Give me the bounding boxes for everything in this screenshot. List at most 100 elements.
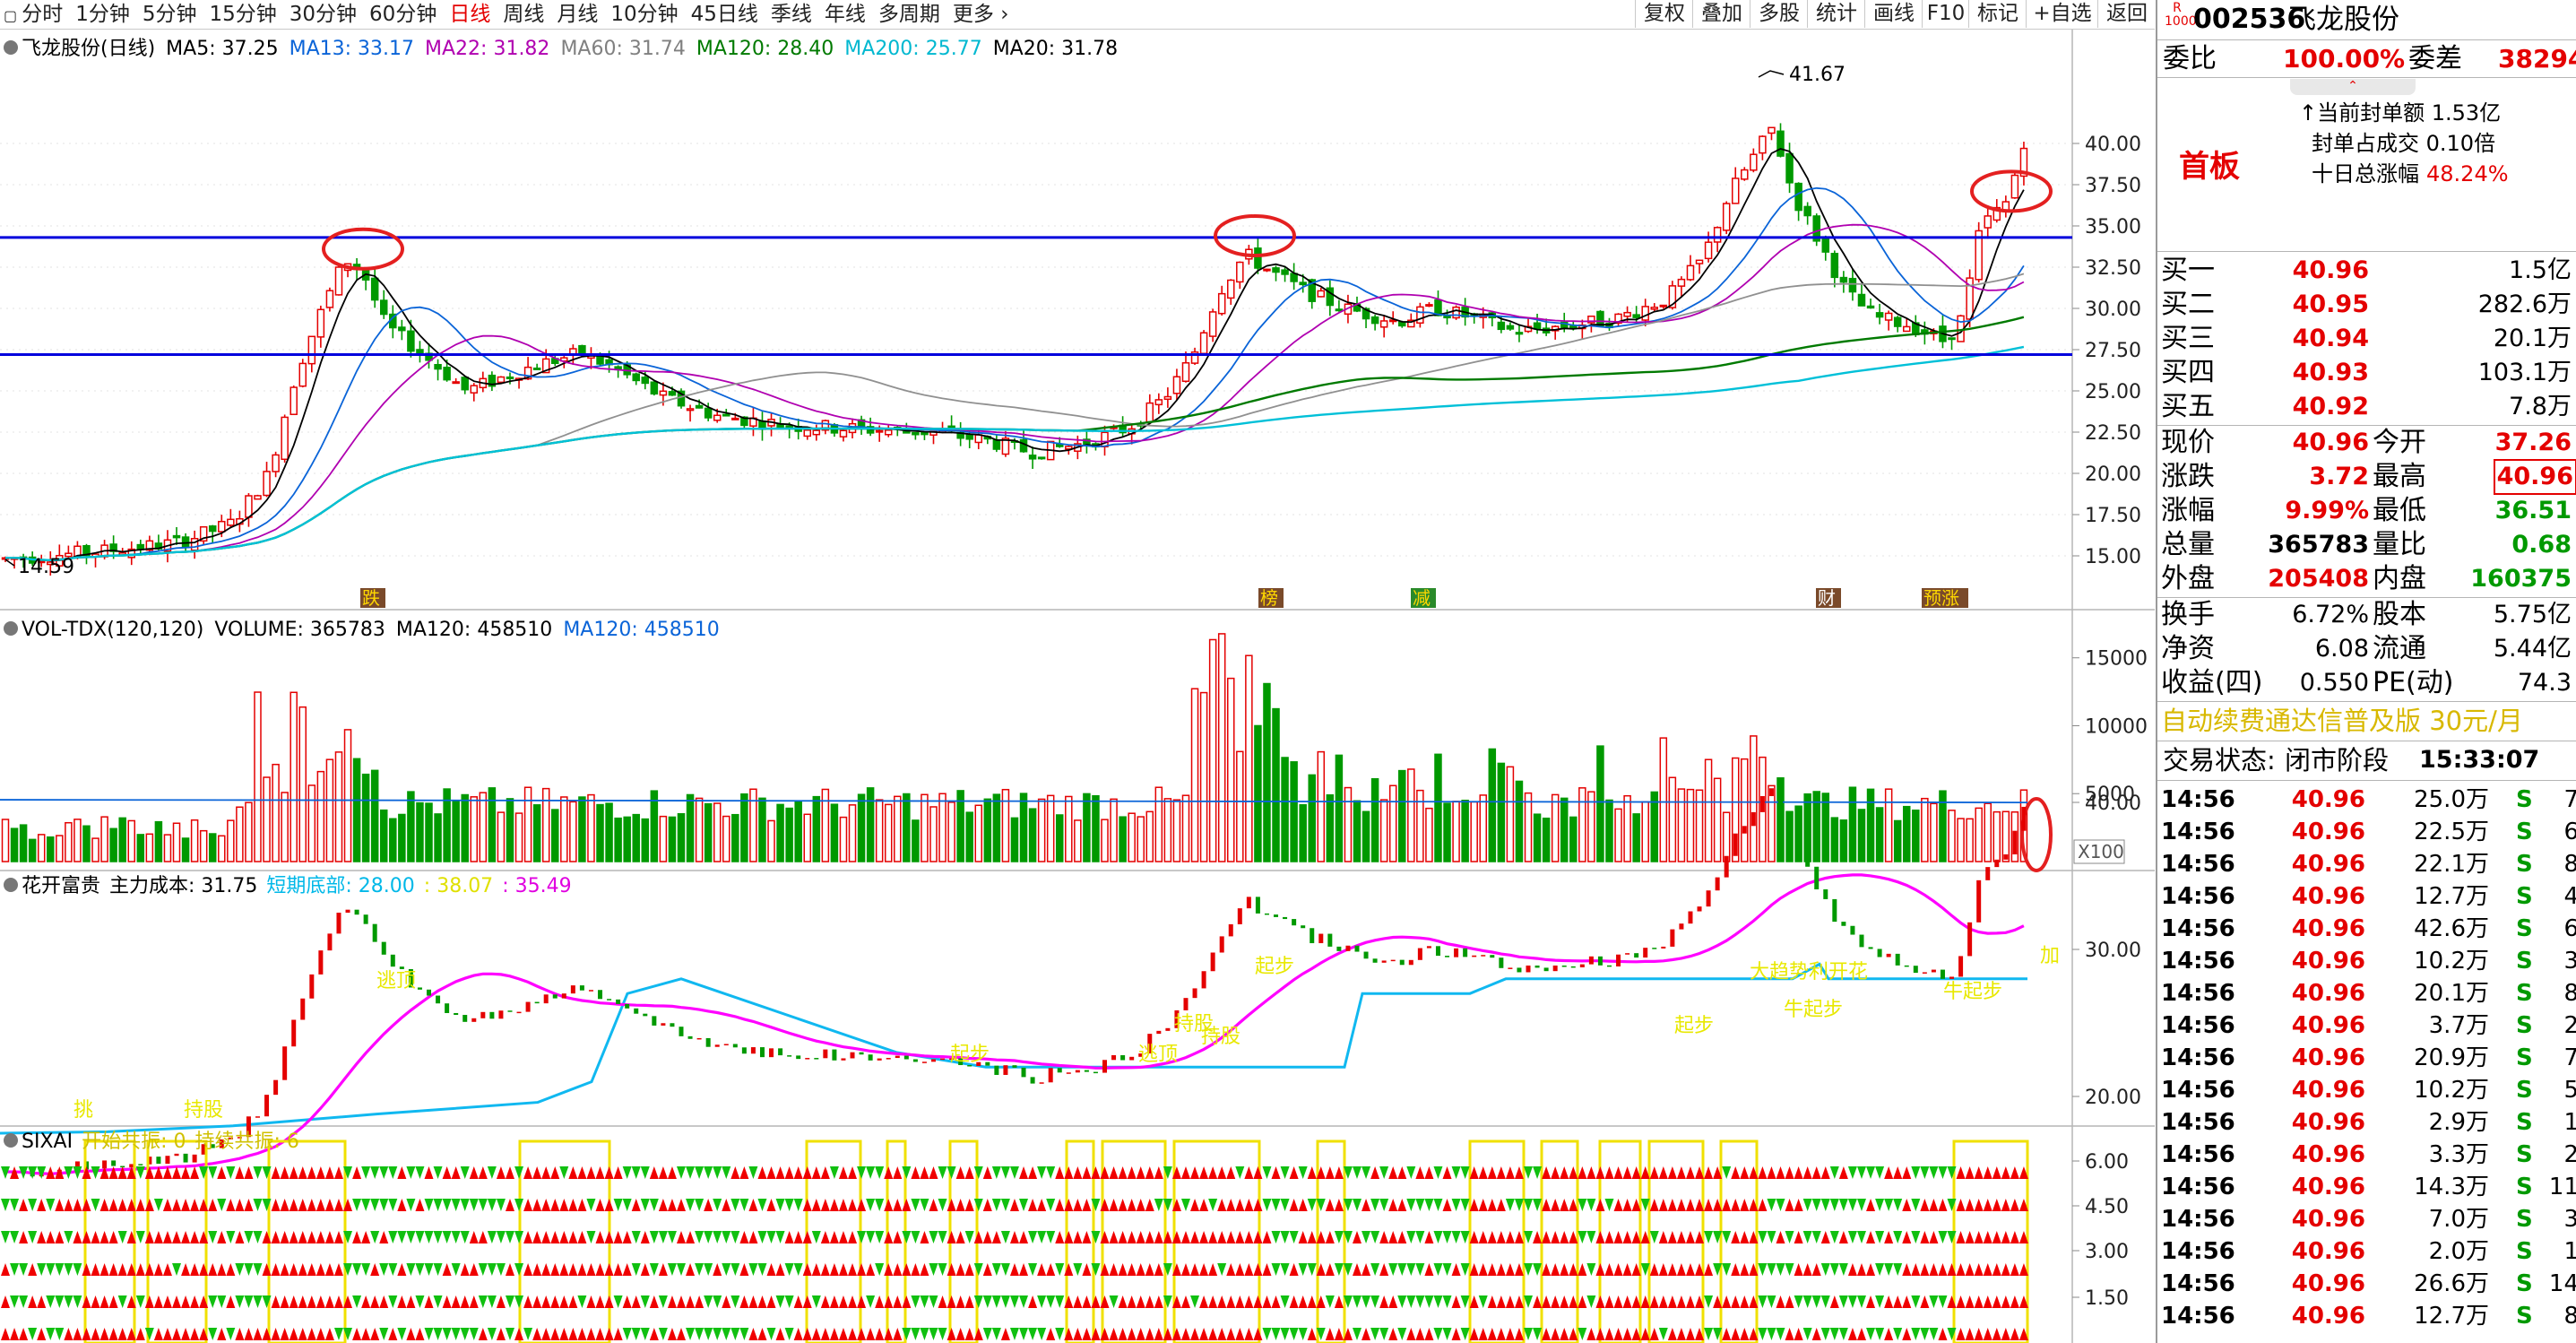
sixai-tick-label: 4.50	[2085, 1196, 2129, 1218]
bid-row[interactable]: 买三 40.94 20.1万	[2157, 323, 2576, 357]
signal-arrow	[1343, 1295, 1353, 1308]
flower-candle	[1310, 928, 1315, 944]
signal-arrow	[397, 1328, 407, 1340]
period-tab-8[interactable]: 月线	[557, 3, 599, 26]
bid-volume: 7.8万	[2509, 393, 2572, 420]
signal-arrow	[1109, 1166, 1119, 1179]
tool-button-4[interactable]: 画线	[1864, 0, 1923, 28]
volume-bar	[1551, 793, 1560, 862]
bid-row[interactable]: 买一 40.96 1.5亿	[2157, 255, 2576, 289]
signal-arrow	[442, 1199, 452, 1211]
signal-arrow	[1785, 1263, 1794, 1276]
signal-arrow	[442, 1166, 452, 1179]
signal-arrow	[1929, 1166, 1939, 1179]
tick-row[interactable]: 14:56 40.96 3.3万 S 2	[2157, 1139, 2576, 1171]
signal-arrow	[505, 1328, 514, 1340]
tool-button-6[interactable]: 标记	[1968, 0, 2027, 28]
period-tab-3[interactable]: 15分钟	[209, 3, 277, 26]
period-tab-1[interactable]: 1分钟	[75, 3, 130, 26]
signal-arrow	[153, 1231, 163, 1243]
tick-row[interactable]: 14:56 40.96 12.7万 S 4	[2157, 880, 2576, 913]
period-tab-6[interactable]: 日线	[449, 3, 491, 26]
bid-row[interactable]: 买四 40.93 103.1万	[2157, 357, 2576, 391]
period-tab-12[interactable]: 年线	[824, 3, 866, 26]
candle	[245, 495, 253, 518]
period-tab-13[interactable]: 多周期	[877, 3, 940, 26]
tick-row[interactable]: 14:56 40.96 10.2万 S 5	[2157, 1074, 2576, 1106]
signal-arrow	[1388, 1295, 1398, 1308]
bid-row[interactable]: 买五 40.92 7.8万	[2157, 391, 2576, 425]
promo-text[interactable]: 自动续费通达信普及版 30元/月	[2161, 706, 2523, 736]
period-tab-9[interactable]: 10分钟	[610, 3, 679, 26]
signal-arrow	[1811, 1328, 1821, 1340]
seal-amount: ↑当前封单额 1.53亿	[2299, 100, 2502, 126]
period-tab-4[interactable]: 30分钟	[289, 3, 358, 26]
tick-row[interactable]: 14:56 40.96 12.7万 S 8	[2157, 1300, 2576, 1332]
tool-button-3[interactable]: 统计	[1807, 0, 1865, 28]
signal-arrow	[1992, 1328, 2001, 1340]
period-toolbar: ▢ 分时 1分钟 5分钟 15分钟 30分钟 60分钟 日线 周线 月线 10分钟 45日线 季线 年线…	[0, 0, 2155, 30]
signal-arrow	[1938, 1295, 1948, 1308]
tool-button-2[interactable]: 多股	[1750, 0, 1808, 28]
candle	[1019, 438, 1028, 453]
tool-button-0[interactable]: 复权	[1635, 0, 1693, 28]
signal-arrow	[1514, 1263, 1524, 1276]
period-tab-5[interactable]: 60分钟	[369, 3, 437, 26]
signal-arrow	[1514, 1166, 1524, 1179]
event-marker-bg	[360, 588, 385, 608]
tick-row[interactable]: 14:56 40.96 22.1万 S 8	[2157, 848, 2576, 880]
flower-annotation: 起步	[950, 1044, 990, 1066]
tick-side: S	[2516, 1238, 2533, 1265]
period-tab-14[interactable]: 更多 ›	[952, 3, 1009, 26]
signal-arrow	[1145, 1199, 1154, 1211]
tick-row[interactable]: 14:56 40.96 10.2万 S 3	[2157, 945, 2576, 977]
signal-arrow	[487, 1263, 497, 1276]
signal-arrow	[982, 1263, 992, 1276]
tick-row[interactable]: 14:56 40.96 2.9万 S 1	[2157, 1106, 2576, 1139]
promo-banner[interactable]: 自动续费通达信普及版 30元/月	[2157, 703, 2576, 739]
tick-row[interactable]: 14:56 40.96 20.1万 S 8	[2157, 977, 2576, 1009]
candle	[821, 420, 830, 431]
tool-button-7[interactable]: +自选	[2026, 0, 2098, 28]
volume-bar	[1903, 805, 1911, 862]
flower-candle	[850, 1052, 855, 1059]
tick-time: 14:56	[2161, 1012, 2235, 1039]
tick-row[interactable]: 14:56 40.96 20.9万 S 7	[2157, 1042, 2576, 1074]
period-tab-2[interactable]: 5分钟	[142, 3, 197, 26]
period-tab-10[interactable]: 45日线	[690, 3, 758, 26]
tick-row[interactable]: 14:56 40.96 25.0万 S 7	[2157, 784, 2576, 816]
signal-arrow	[298, 1328, 307, 1340]
kline-chart-area[interactable]: 40.0037.5035.0032.5030.0027.5025.0022.50…	[0, 30, 2155, 1343]
tick-row[interactable]: 14:56 40.96 7.0万 S 3	[2157, 1203, 2576, 1235]
tick-row[interactable]: 14:56 40.96 3.7万 S 2	[2157, 1009, 2576, 1042]
signal-arrow	[1685, 1166, 1695, 1179]
period-tab-7[interactable]: 周线	[503, 3, 545, 26]
tool-button-8[interactable]: 返回	[2097, 0, 2156, 28]
signal-arrow	[550, 1328, 560, 1340]
tick-price: 40.96	[2291, 980, 2365, 1007]
signal-arrow	[884, 1166, 894, 1179]
signal-arrow	[991, 1231, 1001, 1243]
signal-arrow	[1, 1263, 10, 1276]
collapse-arrow-icon[interactable]: ⌃	[2290, 79, 2416, 95]
window-icon[interactable]: ▢	[4, 7, 22, 24]
tick-row[interactable]: 14:56 40.96 14.3万 S 11	[2157, 1171, 2576, 1203]
signal-arrow	[324, 1199, 334, 1211]
tool-button-1[interactable]: 叠加	[1692, 0, 1750, 28]
chevron-right-icon[interactable]: ›	[993, 3, 1009, 26]
volume-bar	[227, 819, 235, 862]
tick-row[interactable]: 14:56 40.96 42.6万 S 6	[2157, 913, 2576, 945]
signal-arrow	[1397, 1199, 1407, 1211]
tool-button-5[interactable]: F10	[1922, 0, 1969, 28]
signal-arrow	[982, 1328, 992, 1340]
period-tab-0[interactable]: ▢ 分时	[4, 3, 64, 26]
signal-arrow	[1829, 1199, 1839, 1211]
tick-row[interactable]: 14:56 40.96 2.0万 S 1	[2157, 1235, 2576, 1268]
bid-row[interactable]: 买二 40.95 282.6万	[2157, 289, 2576, 323]
signal-arrow	[352, 1263, 362, 1276]
tick-row[interactable]: 14:56 40.96 26.6万 S 14	[2157, 1268, 2576, 1300]
stat-value: 36.51	[2494, 497, 2572, 524]
tick-row[interactable]: 14:56 40.96 22.5万 S 6	[2157, 816, 2576, 848]
period-tab-11[interactable]: 季线	[770, 3, 812, 26]
signal-arrow	[1992, 1263, 2001, 1276]
